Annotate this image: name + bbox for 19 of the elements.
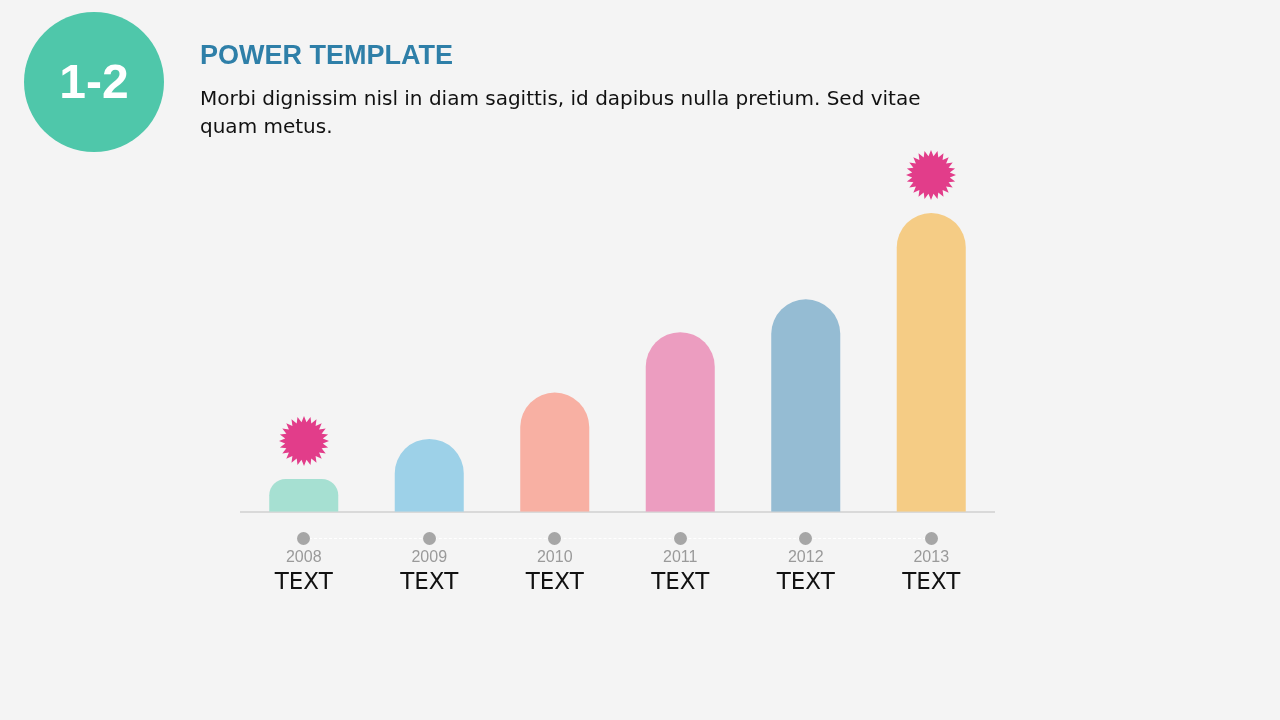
text: TEXT (524, 567, 585, 594)
x-tick-label: 2009 (411, 547, 448, 565)
text: TEXT (775, 567, 836, 594)
bar (269, 478, 339, 512)
text: TEXT (901, 567, 962, 594)
x-tick-label: 2013 (913, 547, 950, 565)
bar (520, 392, 590, 512)
bar (645, 332, 715, 512)
bar (771, 299, 841, 512)
text: TEXT (273, 567, 334, 594)
x-tick-label: 2010 (536, 547, 573, 565)
x-tick-label: 2012 (787, 547, 824, 565)
x-tick-label: 2008 (285, 547, 322, 565)
bar (896, 213, 966, 512)
x-tick-label: 2011 (663, 547, 698, 565)
chart-title: POWER TEMPLATE (200, 40, 453, 71)
text: TEXT (399, 567, 460, 594)
chart-subtitle: Morbi dignissim nisl in diam sagittis, id dapibus nulla pretium. Sed vitae quam metus. (200, 85, 922, 140)
text: TEXT (650, 567, 711, 594)
